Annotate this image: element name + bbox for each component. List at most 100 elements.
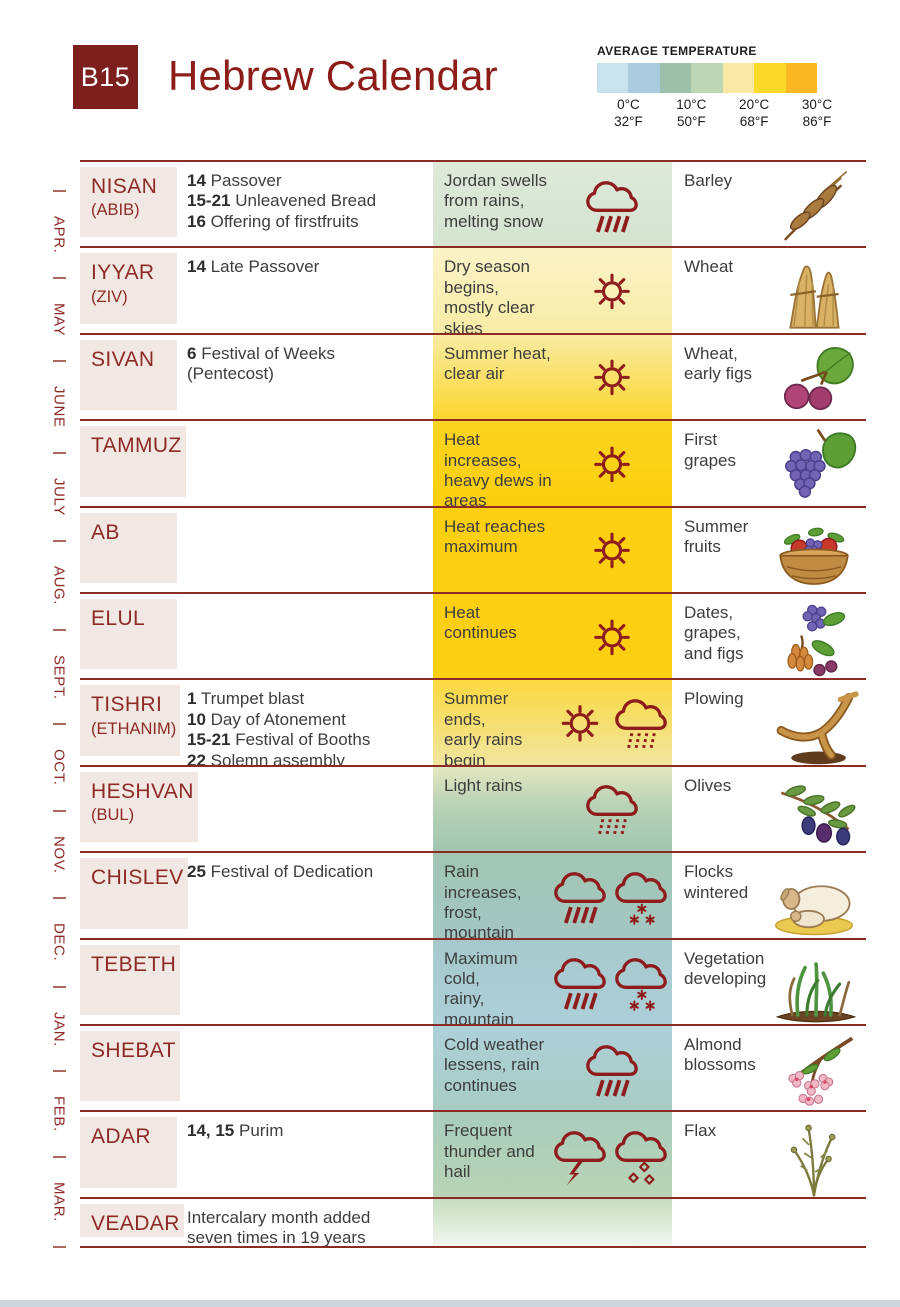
- temperature-legend: AVERAGE TEMPERATURE 0°C 32°F 10°C 50°F 20°C 6…: [597, 44, 832, 133]
- month-cell: SHEBAT: [80, 1026, 187, 1110]
- olives-illustration: [764, 771, 864, 851]
- month-name-block: IYYAR (ZIV): [80, 253, 177, 324]
- gutter-dash: [52, 628, 66, 631]
- festival-label: Festival of Booths: [235, 730, 371, 750]
- month-name-block: ELUL: [80, 598, 177, 670]
- temperature-swatch: [691, 63, 723, 93]
- weather-icons: [556, 344, 668, 415]
- weather-cell: Heat increases, heavy dews in areas: [433, 421, 672, 506]
- weather-description: Frequent thunder and hail: [444, 1121, 535, 1182]
- gregorian-month-gutter: APR. MAY JUNE JULY AUG. SEPT. OCT. NOV. DEC. JAN.…: [46, 190, 72, 1248]
- hebrew-month-name: ELUL: [91, 606, 146, 630]
- almond-illustration: [764, 1031, 864, 1111]
- wheat-illustration: [764, 253, 864, 333]
- crops-cell: Dates, grapes, and figs: [672, 594, 866, 678]
- weather-cell: Summer ends, early rains begin: [433, 680, 672, 765]
- month-name-block: TEBETH: [80, 944, 181, 1015]
- festival-entry: 14 Passover: [187, 171, 423, 191]
- month-name-block: CHISLEV: [80, 858, 188, 929]
- crops-description: Plowing: [684, 689, 744, 709]
- temperature-swatch: [659, 63, 692, 93]
- festivals-cell: [187, 594, 433, 678]
- month-name-block: SHEBAT: [80, 1030, 180, 1102]
- festivals-cell: 1 Trumpet blast 10 Day of Atonement 15-21 …: [187, 680, 433, 764]
- fruit-basket-illustration: [764, 512, 864, 592]
- tick-fahrenheit: 68°F: [739, 113, 769, 129]
- crops-cell: Wheat, early figs: [672, 335, 866, 419]
- month-name-block: TAMMUZ: [80, 426, 186, 497]
- crops-cell: Plowing: [672, 680, 866, 764]
- hebrew-month-name: ADAR: [91, 1125, 151, 1149]
- crops-description: Flax: [684, 1121, 717, 1141]
- month-name-block: HESHVAN (BUL): [80, 771, 198, 843]
- festival-label: Passover: [210, 171, 282, 190]
- hebrew-month-alt-name: (BUL): [91, 805, 135, 824]
- festival-label: Festival of Weeks: [201, 343, 336, 363]
- weather-description: Cold weather lessens, rain continues: [444, 1034, 545, 1095]
- gutter-dash: [52, 1070, 66, 1073]
- hebrew-month-name: HESHVAN: [91, 779, 194, 803]
- month-cell: TAMMUZ: [80, 421, 187, 505]
- weather-cell: Maximum cold, rainy, mountain snows: [433, 939, 672, 1024]
- festivals-cell: 14 Passover 15-21 Unleavened Bread 16 Offe…: [187, 162, 433, 246]
- festival-label: Trumpet blast: [200, 689, 305, 709]
- weather-cell: Jordan swells from rains, melting snow: [433, 162, 672, 247]
- festivals-cell: [187, 767, 433, 851]
- gregorian-month-label: AUG.: [50, 565, 68, 605]
- weather-icons: [556, 517, 668, 588]
- festival-entry: 6 Festival of Weeks: [187, 344, 423, 364]
- weather-icons: [556, 776, 668, 847]
- weather-cell: Cold weather lessens, rain continues: [433, 1025, 672, 1111]
- temperature-swatch: [785, 63, 817, 93]
- month-cell: NISAN (ABIB): [80, 162, 187, 246]
- snow-icon: [614, 954, 668, 1014]
- appendix-badge: B15: [73, 45, 138, 109]
- festival-entry: 25 Festival of Dedication: [187, 862, 423, 882]
- month-row-sivan: SIVAN 6 Festival of Weeks (Pentecost) Sum…: [80, 332, 866, 420]
- crops-cell: Vegetation developing: [672, 940, 866, 1024]
- month-row-nisan: NISAN (ABIB) 14 Passover 15-21 Unleavened…: [80, 160, 866, 247]
- festival-entry: 10 Day of Atonement: [187, 710, 423, 730]
- festival-label: Solemn assembly: [210, 750, 345, 765]
- crops-cell: Flocks wintered: [672, 853, 866, 937]
- festivals-cell: [187, 940, 433, 1024]
- weather-cell: Frequent thunder and hail: [433, 1112, 672, 1197]
- crops-description: Flocks wintered: [684, 862, 749, 902]
- hebrew-month-name: SIVAN: [91, 347, 155, 371]
- month-name-block: ADAR: [80, 1117, 177, 1188]
- grapes-illustration: [764, 426, 864, 506]
- weather-cell: Light rains: [433, 766, 672, 852]
- gregorian-month-label: JAN.: [50, 1011, 68, 1047]
- weather-icons: [553, 689, 668, 760]
- month-row-elul: ELUL Heat continues Dates, grapes, and f…: [80, 591, 866, 679]
- gutter-dash: [52, 1156, 66, 1159]
- crops-cell: Summer fruits: [672, 508, 866, 592]
- month-row-heshvan: HESHVAN (BUL) Light rains Olives: [80, 764, 866, 852]
- month-row-chislev: CHISLEV 25 Festival of Dedication Rain i…: [80, 851, 866, 938]
- weather-cell: [433, 1198, 672, 1246]
- weather-description: Heat increases, heavy dews in areas: [444, 430, 552, 506]
- tick-celsius: 10°C: [676, 97, 707, 112]
- gregorian-month-label: JULY: [50, 477, 68, 516]
- festival-entry: 14, 15 Purim: [187, 1121, 423, 1141]
- crops-cell: Olives: [672, 767, 866, 851]
- gregorian-month-label: OCT.: [50, 749, 68, 786]
- dates-grapes-figs-illustration: [764, 599, 864, 679]
- month-name-block: VEADAR: [80, 1203, 184, 1237]
- month-row-iyyar: IYYAR (ZIV) 14 Late Passover Dry season …: [80, 246, 866, 333]
- temperature-tick: 20°C 68°F: [739, 97, 769, 131]
- festivals-cell: 6 Festival of Weeks (Pentecost): [187, 335, 433, 419]
- hebrew-month-alt-name: (ZIV): [91, 287, 128, 306]
- drizzle-icon: [585, 781, 639, 841]
- crops-cell: [672, 1199, 866, 1246]
- weather-description: Heat reaches maximum: [444, 516, 546, 556]
- weather-icons: [553, 862, 668, 933]
- barley-illustration: [764, 167, 864, 247]
- figs-illustration: [764, 339, 864, 419]
- lightning-icon: [553, 1127, 607, 1187]
- hebrew-month-name: SHEBAT: [91, 1038, 176, 1062]
- month-cell: HESHVAN (BUL): [80, 767, 198, 851]
- tick-fahrenheit: 32°F: [614, 113, 643, 129]
- gregorian-month-label: APR.: [50, 215, 68, 254]
